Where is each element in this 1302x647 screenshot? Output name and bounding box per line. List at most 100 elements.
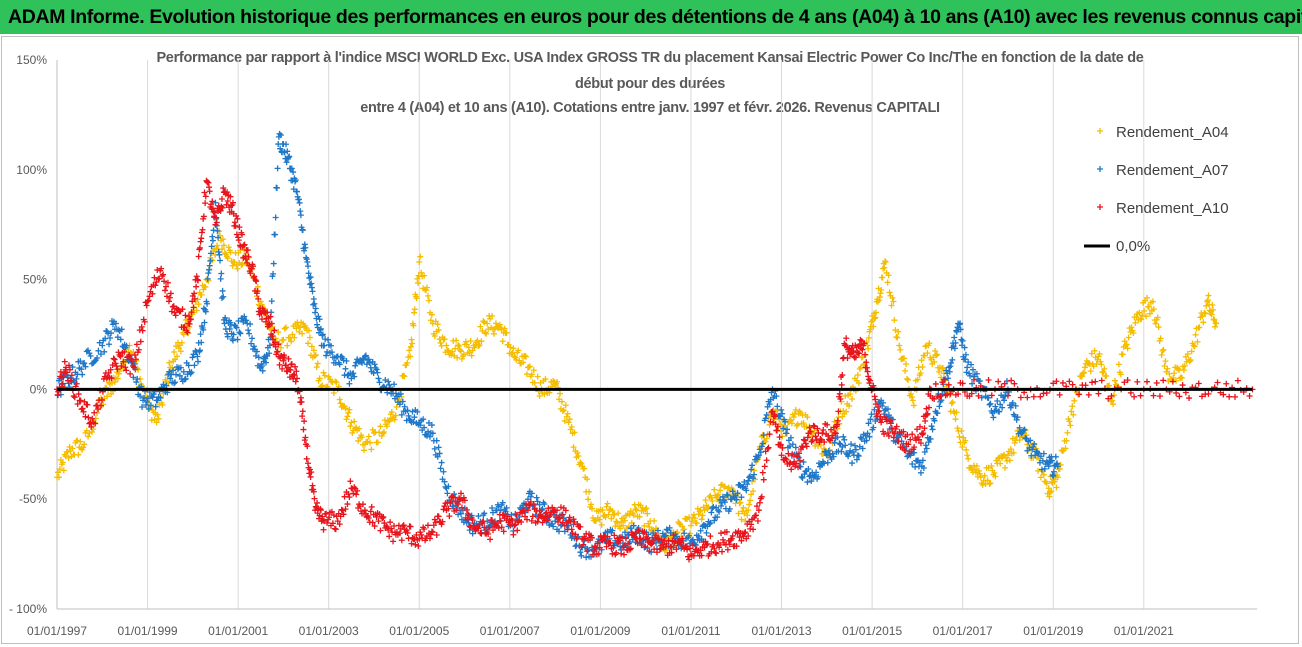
data-point-fill [799, 475, 806, 482]
data-point-fill [962, 437, 969, 444]
data-point-fill [255, 354, 262, 361]
data-point-fill [564, 410, 571, 417]
data-point-fill [668, 549, 675, 556]
data-point-fill [996, 408, 1003, 415]
data-point-fill [151, 274, 158, 281]
data-point-fill [988, 463, 995, 469]
data-point [81, 441, 88, 448]
data-point-fill [821, 439, 828, 446]
data-point-fill [802, 440, 809, 447]
data-point [606, 507, 613, 514]
data-point-fill [603, 543, 610, 550]
data-point [289, 331, 296, 338]
data-point-fill [783, 456, 790, 463]
data-point-fill [196, 244, 203, 251]
data-point-fill [264, 309, 271, 316]
data-point-fill [973, 370, 980, 377]
data-point-fill [845, 453, 852, 460]
data-point-fill [839, 372, 846, 379]
data-point-fill [450, 494, 457, 501]
y-tick-label: 100% [16, 163, 47, 177]
data-point-fill [108, 375, 115, 382]
data-point-fill [1066, 378, 1073, 385]
data-point-fill [997, 401, 1004, 408]
data-point-fill [861, 340, 868, 347]
data-point-fill [698, 516, 705, 523]
data-point-fill [190, 304, 197, 311]
data-point-fill [327, 342, 334, 349]
data-point-fill [1124, 345, 1131, 352]
x-tick-label: 01/01/1997 [27, 624, 87, 638]
data-point-fill [1110, 401, 1117, 408]
data-point-fill [970, 376, 977, 383]
data-point-fill [201, 319, 208, 326]
data-point-fill [824, 459, 831, 466]
data-point-fill [273, 184, 280, 191]
data-point-fill [952, 339, 959, 346]
data-point [380, 430, 387, 437]
data-point-fill [302, 434, 309, 441]
data-point-fill [648, 541, 655, 548]
data-point-fill [528, 371, 535, 378]
data-point-fill [572, 531, 579, 538]
data-point-fill [504, 513, 511, 520]
data-point-fill [714, 493, 721, 500]
data-point-fill [611, 532, 618, 539]
data-point-fill [513, 356, 520, 363]
data-point-fill [679, 535, 686, 542]
data-point-fill [774, 403, 781, 410]
data-point [742, 529, 749, 536]
data-point-fill [464, 510, 471, 517]
data-point-fill [253, 278, 260, 285]
data-point-fill [238, 261, 245, 268]
data-point-fill [804, 434, 811, 441]
data-point [230, 331, 237, 338]
data-point [375, 375, 382, 382]
data-point-fill [436, 450, 443, 457]
data-point-fill [202, 200, 209, 207]
data-point-fill [1004, 392, 1011, 399]
data-point-fill [1041, 465, 1048, 472]
data-point-fill [157, 394, 164, 401]
data-point-fill [401, 403, 408, 410]
data-point-fill [745, 477, 752, 484]
data-point-fill [147, 402, 154, 409]
data-point-fill [1125, 334, 1132, 341]
data-point-fill [1108, 393, 1115, 400]
data-point-fill [922, 442, 929, 449]
data-point-fill [868, 411, 875, 418]
data-point [497, 324, 504, 331]
data-point-fill [1096, 350, 1103, 357]
data-point-fill [541, 501, 548, 508]
data-point-fill [894, 334, 901, 341]
data-point-fill [241, 241, 248, 248]
x-tick-label: 01/01/2021 [1114, 624, 1174, 638]
data-point [416, 259, 423, 266]
data-point-fill [133, 379, 140, 386]
data-point-fill [165, 298, 172, 305]
data-point-fill [1201, 309, 1208, 316]
data-point-fill [241, 313, 248, 320]
data-point-fill [277, 145, 284, 152]
data-point-fill [632, 530, 639, 537]
data-point-fill [561, 522, 568, 529]
data-point-fill [368, 503, 375, 510]
data-point-fill [403, 527, 410, 534]
data-point-fill [292, 363, 299, 370]
data-point-fill [761, 463, 768, 470]
data-point-fill [865, 334, 872, 341]
data-point-fill [465, 344, 472, 351]
data-point-fill [699, 512, 706, 519]
data-point-fill [434, 453, 441, 460]
data-point-fill [60, 467, 67, 474]
data-point-fill [179, 306, 186, 313]
data-point-fill [424, 284, 431, 291]
data-point-fill [204, 275, 211, 282]
data-point-fill [342, 405, 349, 412]
data-point-fill [837, 396, 844, 403]
data-point-fill [987, 400, 994, 407]
data-point-fill [718, 503, 725, 510]
data-point [633, 507, 640, 514]
data-point-fill [683, 543, 690, 550]
data-point-fill [329, 520, 336, 527]
